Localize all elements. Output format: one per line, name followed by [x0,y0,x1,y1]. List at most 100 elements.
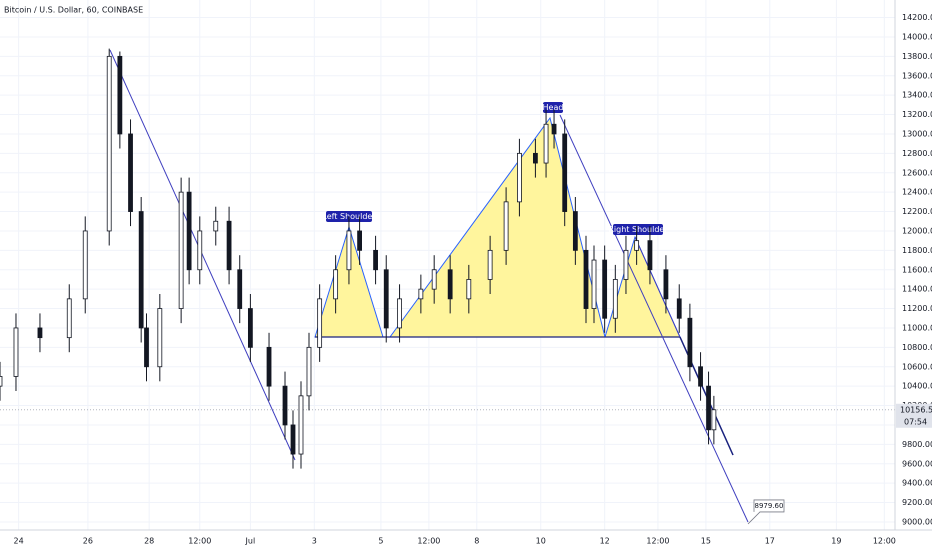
y-tick-label: 13000.00 [902,129,932,138]
candle-body [397,298,402,329]
candle-body [698,366,703,387]
candle-body [583,249,589,309]
x-tick-label: 12:00 [188,537,211,546]
x-tick-label: 17 [765,537,775,546]
y-tick-label: 13400.00 [902,91,932,100]
x-tick-label: Jul [245,537,256,546]
price-axis [895,0,932,530]
candle-body [623,249,629,280]
candle-body [266,346,272,387]
y-tick-label: 11000.00 [902,323,932,332]
y-tick-label: 12800.00 [902,149,932,158]
y-tick-label: 11800.00 [902,246,932,255]
x-tick-label: 24 [14,537,24,546]
candle-body [138,211,144,329]
candle-body [676,298,682,319]
y-tick-label: 12000.00 [902,226,932,235]
target-label: 8979.60 [755,502,784,510]
candle-body [178,191,184,309]
x-tick-label: 28 [144,537,154,546]
last-price-box [896,403,932,428]
annotation: Head [543,103,564,112]
y-tick-label: 12400.00 [902,188,932,197]
x-tick-label: 12 [600,537,610,546]
candle-body [13,327,19,377]
candle-body [687,317,693,368]
candle-body [290,424,296,455]
candle-body [37,327,43,339]
candle-body [634,240,640,251]
candle-body [282,385,288,426]
candle-body [612,279,618,319]
axes: 9000.009200.009400.009600.009800.0010000… [14,13,932,546]
candle-body [226,220,232,271]
annotation-bg [543,102,563,113]
candle-body [466,279,472,300]
candle-body [602,259,608,319]
countdown-label: 07:54 [904,417,927,426]
candle-body [106,55,112,232]
candle-body [247,308,253,348]
candles [0,48,717,469]
x-tick-label: 5 [378,537,383,546]
candle-body [431,269,437,290]
candle-body [503,201,509,251]
y-tick-label: 14200.00 [902,13,932,22]
candle-body [157,308,163,368]
candle-body [317,298,323,348]
x-tick-label: 12:00 [417,537,440,546]
candle-body [373,249,378,271]
candle-body [706,385,711,431]
candle-body [591,259,597,309]
annotation: Right Shoulder [608,225,668,234]
y-tick-label: 12200.00 [902,207,932,216]
y-tick-label: 14000.00 [902,32,932,41]
y-tick-label: 10600.00 [902,362,932,371]
candle-body [551,123,557,135]
candle-body [82,230,88,300]
candle-body [213,220,219,232]
candle-body [298,395,304,455]
candle-body [533,152,538,164]
x-tick-label: 8 [474,537,479,546]
candle-body [562,133,568,212]
y-tick-label: 10800.00 [902,343,932,352]
x-tick-label: 3 [312,537,317,546]
candle-body [543,123,549,164]
trend-line [109,49,296,461]
y-tick-label: 9400.00 [902,479,932,488]
annotation-bg [613,224,663,235]
candle-body [333,269,339,300]
y-tick-label: 13200.00 [902,110,932,119]
x-tick-label: 15 [701,537,711,546]
candle-body [487,249,493,280]
candle-body [144,327,149,368]
y-tick-label: 9800.00 [902,440,932,449]
y-tick-label: 13800.00 [902,52,932,61]
candle-body [186,191,192,271]
last-price-label: 10156.50 [900,405,932,414]
candle-body [197,230,203,271]
chart-title: Bitcoin / U.S. Dollar, 60, COINBASE [4,6,143,15]
y-tick-label: 9200.00 [902,498,932,507]
candle-body [66,298,72,339]
y-tick-label: 10400.00 [902,382,932,391]
candle-body [572,211,578,251]
trend-line [559,114,749,523]
y-tick-label: 13600.00 [902,71,932,80]
candle-body [663,269,669,300]
y-tick-label: 9000.00 [902,517,932,526]
candle-body [447,269,453,300]
candle-body [117,55,123,135]
candle-body [357,230,362,251]
x-tick-label: 10 [536,537,546,546]
candle-body [0,376,3,387]
x-tick-label: 12:00 [646,537,669,546]
candle-body [128,133,133,212]
target-callout [747,499,785,525]
y-tick-label: 9600.00 [902,459,932,468]
y-tick-label: 11600.00 [902,265,932,274]
candle-body [306,346,312,397]
x-tick-label: 26 [83,537,93,546]
